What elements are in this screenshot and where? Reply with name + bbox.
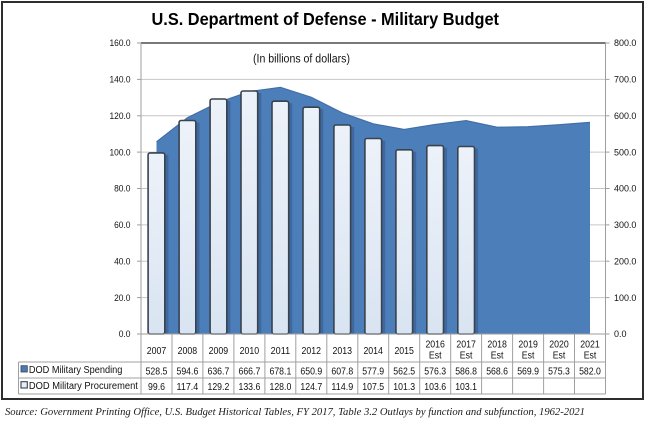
svg-text:500.0: 500.0: [614, 147, 636, 157]
svg-text:594.6: 594.6: [177, 367, 199, 378]
svg-text:U.S. Department of Defense - M: U.S. Department of Defense - Military Bu…: [152, 9, 500, 29]
svg-text:Est: Est: [429, 350, 442, 361]
svg-text:2008: 2008: [178, 346, 198, 357]
svg-text:800.0: 800.0: [614, 38, 636, 48]
svg-text:2013: 2013: [333, 346, 353, 357]
svg-text:DOD Military Spending: DOD Military Spending: [29, 365, 123, 376]
svg-text:2018: 2018: [487, 340, 507, 351]
svg-text:Est: Est: [460, 350, 473, 361]
svg-text:2014: 2014: [363, 346, 383, 357]
svg-text:2011: 2011: [271, 346, 291, 357]
svg-text:2009: 2009: [209, 346, 229, 357]
svg-text:2007: 2007: [147, 346, 167, 357]
svg-text:140.0: 140.0: [110, 75, 131, 85]
svg-text:2020: 2020: [549, 340, 569, 351]
svg-text:(In billions of dollars): (In billions of dollars): [253, 51, 350, 65]
svg-text:568.6: 568.6: [486, 367, 508, 378]
svg-text:650.9: 650.9: [300, 367, 322, 378]
svg-text:60.0: 60.0: [114, 220, 130, 230]
svg-text:2015: 2015: [394, 346, 414, 357]
svg-text:DOD Military Procurement: DOD Military Procurement: [29, 381, 138, 392]
svg-text:100.0: 100.0: [110, 147, 131, 157]
svg-text:20.0: 20.0: [114, 293, 130, 303]
svg-text:678.1: 678.1: [270, 367, 292, 378]
svg-text:200.0: 200.0: [614, 256, 636, 266]
svg-text:Est: Est: [522, 350, 535, 361]
svg-text:2010: 2010: [240, 346, 260, 357]
svg-text:40.0: 40.0: [114, 256, 130, 266]
svg-text:666.7: 666.7: [239, 367, 261, 378]
svg-text:100.0: 100.0: [614, 293, 636, 303]
svg-text:117.4: 117.4: [177, 382, 199, 393]
svg-text:103.6: 103.6: [424, 382, 446, 393]
svg-text:569.9: 569.9: [517, 367, 539, 378]
svg-text:Est: Est: [584, 350, 597, 361]
svg-text:133.6: 133.6: [239, 382, 261, 393]
svg-text:607.8: 607.8: [331, 367, 353, 378]
svg-text:562.5: 562.5: [393, 367, 415, 378]
svg-text:107.5: 107.5: [362, 382, 384, 393]
svg-text:2017: 2017: [456, 340, 476, 351]
svg-text:128.0: 128.0: [270, 382, 292, 393]
svg-text:400.0: 400.0: [614, 184, 636, 194]
svg-text:Est: Est: [491, 350, 504, 361]
svg-text:101.3: 101.3: [393, 382, 415, 393]
svg-text:129.2: 129.2: [208, 382, 230, 393]
svg-text:2012: 2012: [302, 346, 322, 357]
svg-text:99.6: 99.6: [148, 382, 165, 393]
svg-text:300.0: 300.0: [614, 220, 636, 230]
svg-text:2021: 2021: [580, 340, 600, 351]
svg-text:576.3: 576.3: [424, 367, 446, 378]
svg-text:2019: 2019: [518, 340, 538, 351]
svg-text:528.5: 528.5: [146, 367, 168, 378]
svg-text:160.0: 160.0: [110, 38, 131, 48]
svg-text:575.3: 575.3: [548, 367, 570, 378]
svg-text:Source: Government Printing Of: Source: Government Printing Office, U.S.…: [5, 406, 585, 418]
svg-text:114.9: 114.9: [331, 382, 353, 393]
svg-text:700.0: 700.0: [614, 75, 636, 85]
svg-text:586.8: 586.8: [455, 367, 477, 378]
svg-text:2016: 2016: [425, 340, 445, 351]
svg-text:120.0: 120.0: [110, 111, 131, 121]
svg-text:582.0: 582.0: [579, 367, 601, 378]
svg-text:103.1: 103.1: [455, 382, 477, 393]
svg-text:Est: Est: [553, 350, 566, 361]
svg-text:577.9: 577.9: [362, 367, 384, 378]
svg-text:80.0: 80.0: [114, 184, 130, 194]
svg-text:0.0: 0.0: [614, 329, 627, 339]
svg-text:636.7: 636.7: [208, 367, 230, 378]
svg-text:0.0: 0.0: [119, 329, 131, 339]
svg-text:124.7: 124.7: [300, 382, 322, 393]
svg-text:600.0: 600.0: [614, 111, 636, 121]
